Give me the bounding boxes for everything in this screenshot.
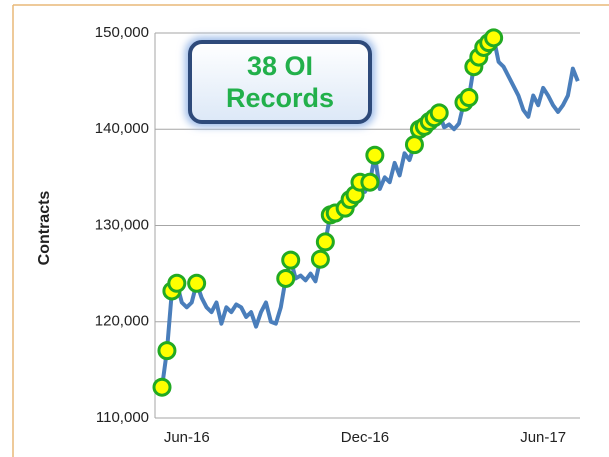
y-tick-label: 130,000 (95, 216, 149, 233)
x-tick-label: Jun-17 (520, 429, 566, 446)
record-marker (365, 145, 385, 165)
record-marker (429, 103, 449, 123)
y-axis-label: Contracts (36, 191, 53, 266)
annotation-text: 38 OI (247, 51, 313, 81)
record-marker (152, 377, 172, 397)
record-marker (167, 273, 187, 293)
x-tick-label: Dec-16 (341, 429, 389, 446)
record-marker (360, 172, 380, 192)
y-tick-label: 140,000 (95, 120, 149, 137)
record-marker (459, 87, 479, 107)
record-marker (310, 249, 330, 269)
y-tick-label: 110,000 (96, 409, 149, 426)
record-marker (484, 28, 504, 48)
record-marker (187, 273, 207, 293)
record-marker (276, 268, 296, 288)
annotation-text: Records (226, 83, 334, 113)
y-tick-label: 120,000 (95, 313, 149, 330)
record-marker (404, 135, 424, 155)
record-marker (281, 250, 301, 270)
record-marker (157, 341, 177, 361)
x-tick-label: Jun-16 (164, 429, 210, 446)
annotation-box (188, 40, 372, 124)
record-marker (315, 232, 335, 252)
y-tick-label: 150,000 (95, 24, 149, 41)
